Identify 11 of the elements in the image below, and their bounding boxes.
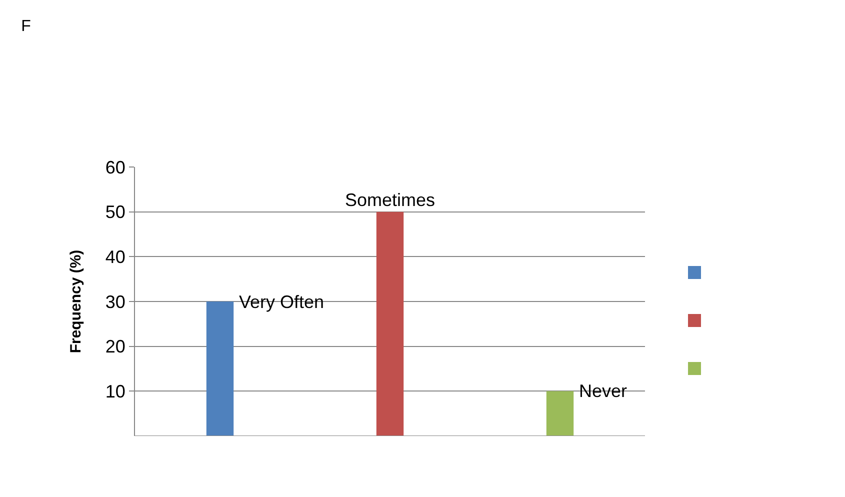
y-tick-label: 50	[105, 202, 126, 222]
series-label: Sometimes	[345, 190, 436, 210]
y-tick-label: 30	[105, 292, 126, 312]
series-label: Very Often	[239, 292, 324, 312]
y-axis-title: Frequency (%)	[68, 250, 85, 354]
y-tick-label: 10	[105, 381, 126, 402]
y-tick-label: 20	[105, 336, 126, 357]
y-tick-label: 60	[105, 157, 126, 178]
series-label: Never	[579, 381, 628, 401]
chart-title: F	[21, 18, 32, 36]
y-tick-label: 40	[105, 246, 126, 267]
